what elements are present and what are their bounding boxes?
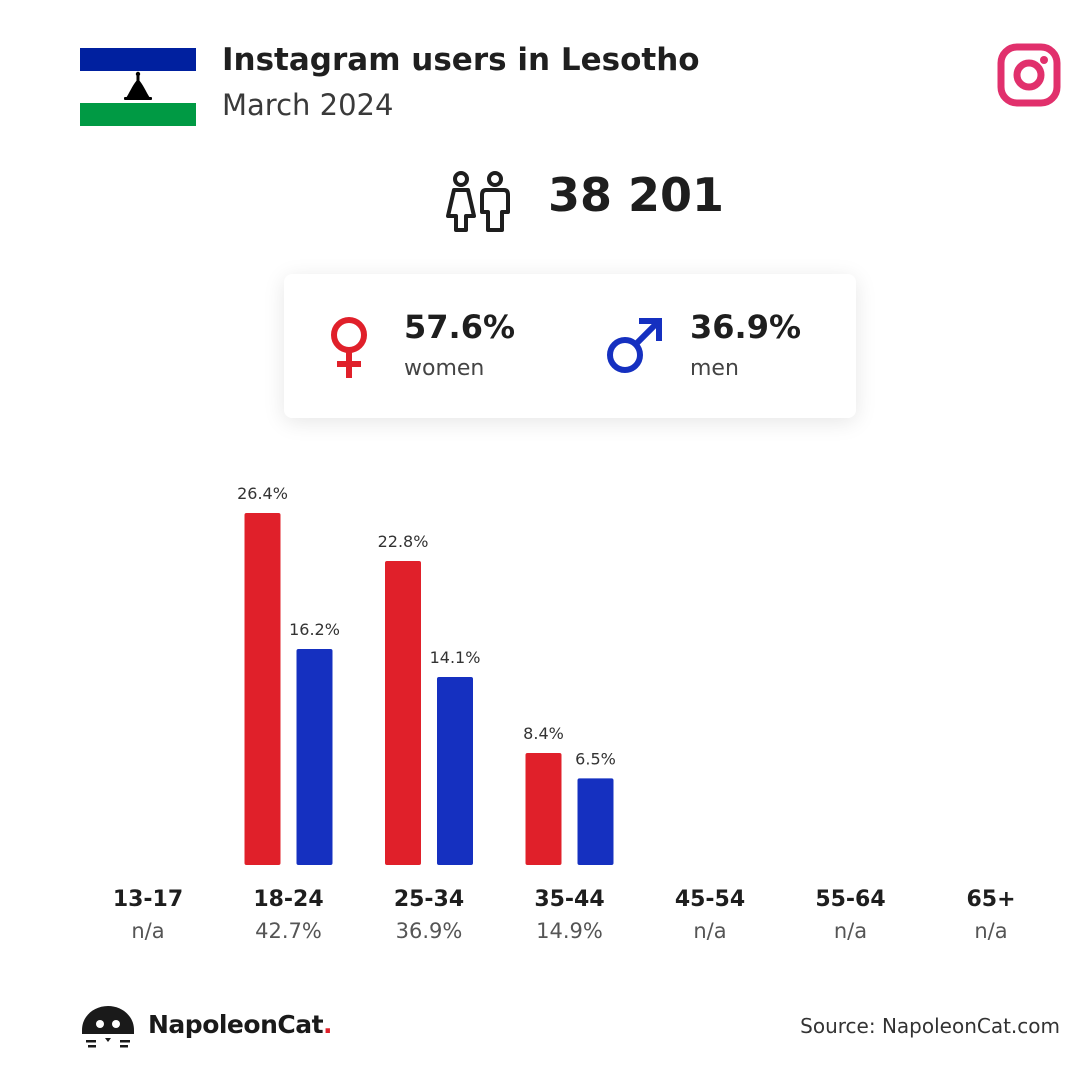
bar-men-25-34 (437, 677, 473, 865)
category-total-13-17: n/a (131, 919, 164, 943)
men-label: men (690, 356, 739, 381)
data-label-women-25-34: 22.8% (378, 532, 429, 551)
instagram-icon[interactable] (996, 42, 1062, 108)
category-label-13-17: 13-17 (113, 887, 183, 912)
source-note: Source: NapoleonCat.com (800, 1014, 1060, 1038)
data-label-men-18-24: 16.2% (289, 620, 340, 639)
page-subtitle: March 2024 (222, 88, 394, 122)
bar-men-35-44 (577, 778, 614, 865)
category-label-55-64: 55-64 (815, 887, 885, 912)
category-label-45-54: 45-54 (675, 887, 745, 912)
data-label-men-35-44: 6.5% (575, 749, 616, 768)
category-label-35-44: 35-44 (534, 887, 604, 912)
people-icon (446, 171, 510, 232)
bar-men-18-24 (296, 649, 333, 865)
total-users-value: 38 201 (548, 168, 725, 222)
bar-women-18-24 (244, 513, 281, 865)
bar-women-35-44 (525, 753, 562, 865)
data-label-women-18-24: 26.4% (237, 484, 288, 503)
category-total-25-34: 36.9% (396, 919, 463, 943)
gender-split-card: 57.6% women 36.9% men (284, 274, 856, 418)
napoleoncat-logo-icon (82, 1006, 134, 1048)
category-label-18-24: 18-24 (253, 887, 323, 912)
women-label: women (404, 356, 485, 381)
bar-women-25-34 (385, 561, 421, 865)
data-label-men-25-34: 14.1% (430, 648, 481, 667)
category-total-55-64: n/a (834, 919, 867, 943)
men-percentage: 36.9% (690, 308, 802, 346)
category-total-45-54: n/a (693, 919, 726, 943)
category-label-65+: 65+ (966, 887, 1015, 912)
page-title: Instagram users in Lesotho (222, 42, 700, 78)
category-total-35-44: 14.9% (536, 919, 603, 943)
lesotho-flag-icon (80, 48, 196, 126)
category-total-18-24: 42.7% (255, 919, 322, 943)
category-total-65+: n/a (974, 919, 1007, 943)
male-symbol-icon (607, 318, 662, 373)
category-label-25-34: 25-34 (394, 887, 464, 912)
age-gender-bar-chart: 13-17 n/a 26.4% 16.2% 18-24 42.7% 22.8% 14.1% 25… (113, 484, 1016, 943)
data-label-women-35-44: 8.4% (523, 724, 564, 743)
female-symbol-icon (331, 317, 367, 378)
women-percentage: 57.6% (404, 308, 516, 346)
brand-name: NapoleonCat. (148, 1010, 333, 1039)
